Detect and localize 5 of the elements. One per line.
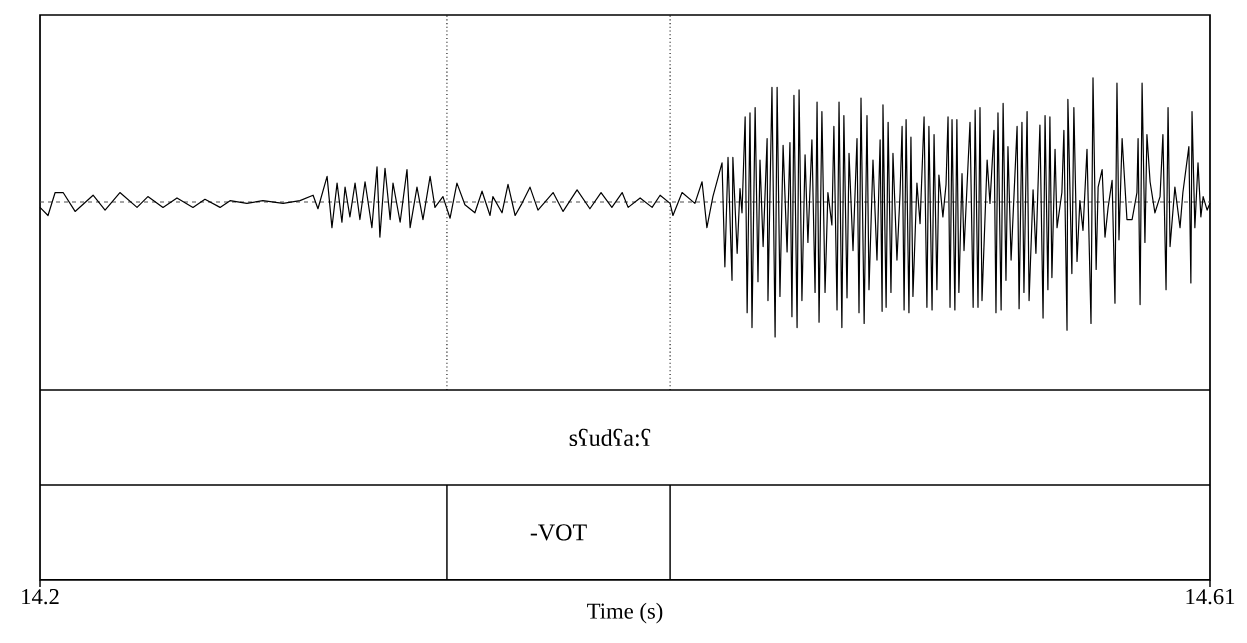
text: -VOT bbox=[530, 524, 587, 541]
x-tick-label: 14.61 bbox=[1186, 589, 1235, 605]
text: sʕudʕa:ʕ bbox=[569, 428, 651, 447]
x-axis-title: Time (s) bbox=[587, 602, 663, 624]
x-tick-label: 14.2 bbox=[22, 589, 59, 605]
